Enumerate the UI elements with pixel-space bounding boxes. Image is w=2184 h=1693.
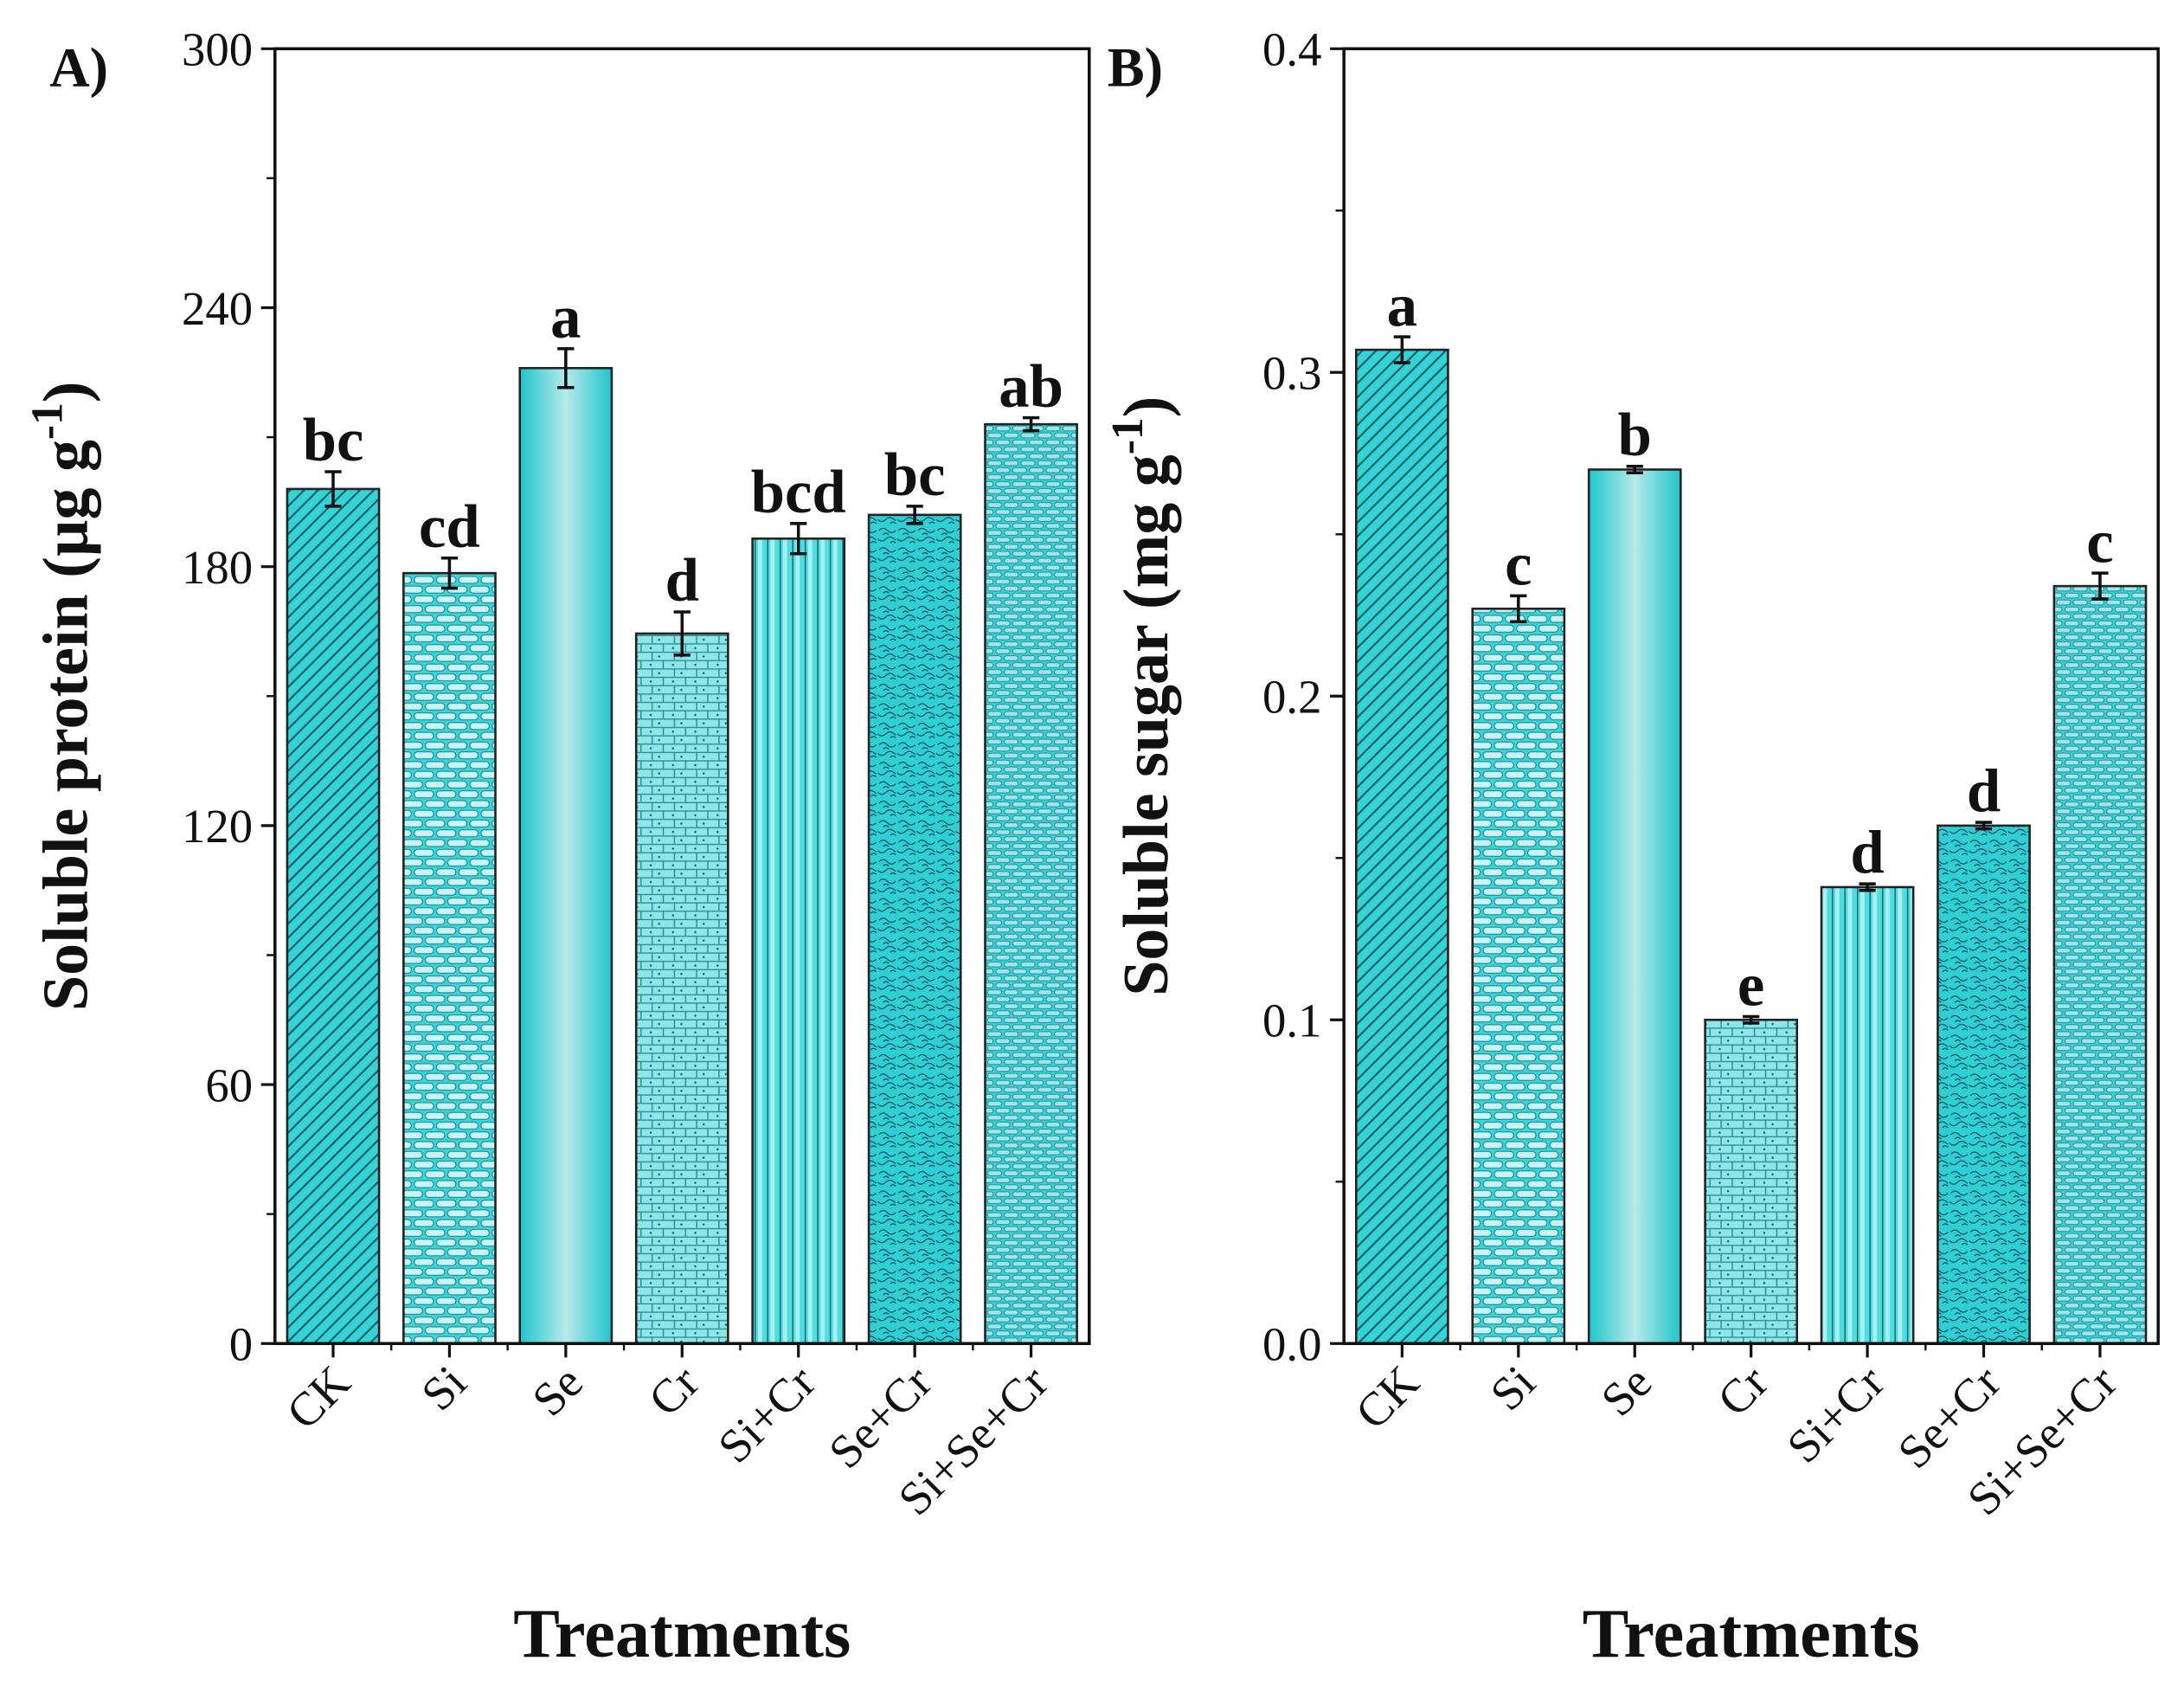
error-bar	[557, 347, 575, 389]
significance-letter: c	[1505, 531, 1532, 598]
bar-cr	[634, 632, 729, 1345]
bar-se-cr	[1937, 824, 2031, 1345]
y-axis-title-close: )	[1111, 396, 1182, 418]
y-tick-label: 0.2	[1262, 671, 1321, 724]
bar-ck	[1354, 348, 1449, 1345]
bar-se	[518, 367, 613, 1345]
bar-se-cr	[867, 513, 962, 1345]
y-axis-title-sup: -1	[23, 402, 73, 440]
error-bar	[2091, 571, 2109, 601]
significance-letter: d	[1850, 819, 1884, 886]
error-bar	[790, 522, 807, 556]
x-tick-label: Si+Cr	[708, 1355, 825, 1473]
y-tick-label: 0.3	[1262, 347, 1321, 400]
error-bar	[324, 470, 342, 508]
y-tick-label: 120	[182, 800, 253, 853]
bar-si-cr	[751, 537, 846, 1345]
significance-letter: bc	[884, 441, 946, 509]
error-bar	[440, 556, 459, 590]
bar-si	[1471, 608, 1566, 1345]
significance-letter: bc	[303, 407, 364, 474]
y-axis-title-sup: -1	[1103, 417, 1153, 454]
significance-letter: ab	[999, 353, 1063, 421]
bar-si-cr	[1820, 885, 1915, 1345]
bar-ck	[286, 487, 381, 1345]
y-tick-label: 240	[182, 282, 253, 335]
significance-letter: cd	[419, 493, 480, 561]
error-bar	[1975, 821, 1993, 831]
significance-letter: b	[1618, 402, 1652, 469]
x-tick-label: Si	[1480, 1355, 1545, 1420]
x-tick-label: Cr	[1707, 1355, 1778, 1426]
x-tick-label: Se	[522, 1355, 593, 1426]
bar-si-se-cr	[2052, 584, 2148, 1345]
error-bar	[673, 610, 691, 657]
y-axis-title: Soluble protein (µg g-1)	[23, 382, 102, 1011]
significance-letter: a	[1387, 272, 1417, 339]
x-tick-label: Cr	[638, 1355, 709, 1426]
error-bar	[906, 505, 923, 525]
error-bar	[1022, 415, 1040, 433]
bar-se	[1587, 468, 1682, 1345]
x-tick-label: CK	[1346, 1355, 1429, 1439]
bar-cr	[1704, 1018, 1799, 1345]
significance-letter: d	[1967, 757, 2001, 825]
significance-letter: a	[550, 284, 581, 351]
y-tick-label: 0.1	[1262, 995, 1321, 1047]
significance-letter: e	[1738, 952, 1764, 1020]
error-bar	[1626, 464, 1643, 474]
significance-letter: bcd	[751, 459, 846, 526]
y-axis-title: Soluble sugar (mg g-1)	[1103, 396, 1182, 996]
y-axis-title-main: Soluble protein (µg g	[31, 440, 102, 1011]
y-axis-title-close: )	[31, 382, 102, 403]
y-tick-label: 0.0	[1262, 1318, 1321, 1371]
x-axis-title: Treatments	[513, 1595, 851, 1672]
x-tick-label: Si	[411, 1355, 476, 1420]
y-tick-label: 0.4	[1262, 23, 1321, 76]
error-bar	[1393, 335, 1411, 364]
y-tick-label: 300	[182, 23, 253, 76]
significance-letter: c	[2086, 508, 2113, 576]
panel-label: A)	[49, 37, 108, 99]
y-tick-label: 60	[205, 1059, 253, 1111]
panel-b: aCKcSibSeeCrdSi+CrdSe+CrcSi+Se+Cr0.00.10…	[1103, 23, 2160, 1672]
error-bar	[1742, 1014, 1760, 1025]
x-tick-label: Se	[1590, 1355, 1661, 1426]
y-tick-label: 0	[229, 1318, 253, 1371]
significance-letter: d	[665, 547, 699, 615]
y-tick-label: 180	[182, 541, 253, 594]
panel-a: bcCKcdSiaSedCrbcdSi+CrbcSe+CrabSi+Se+Cr0…	[23, 23, 1091, 1672]
panel-label: B)	[1108, 37, 1163, 99]
bar-si-se-cr	[984, 422, 1078, 1345]
y-axis-title-main: Soluble sugar (mg g	[1111, 454, 1182, 996]
error-bar	[1510, 594, 1527, 624]
error-bar	[1859, 882, 1876, 892]
x-axis-title: Treatments	[1583, 1595, 1920, 1672]
x-tick-label: CK	[276, 1355, 360, 1439]
bar-si	[402, 571, 497, 1345]
x-tick-label: Si+Cr	[1776, 1355, 1894, 1473]
